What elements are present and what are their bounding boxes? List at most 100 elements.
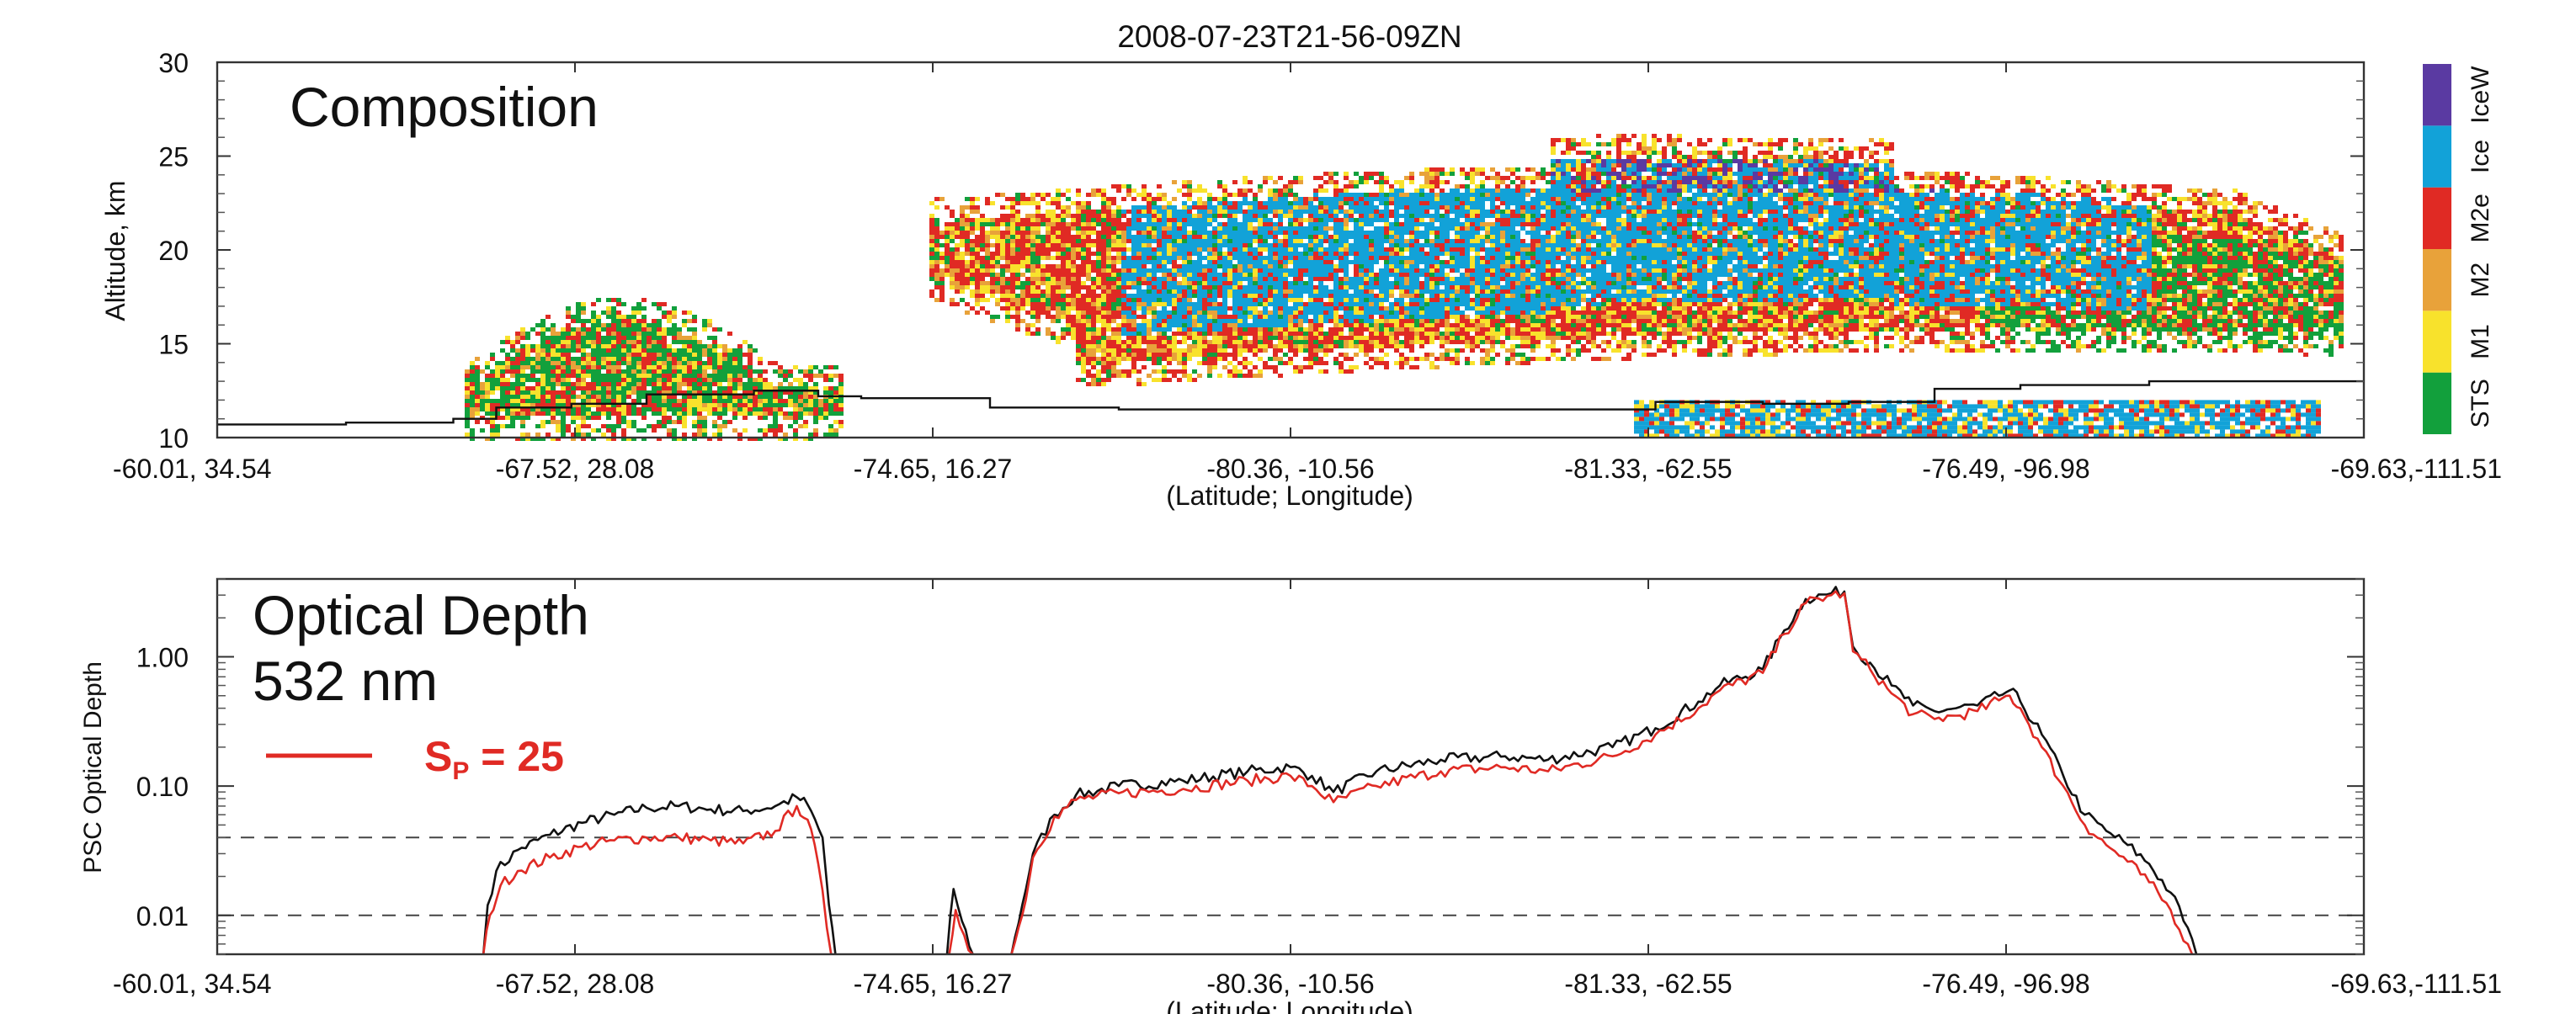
composition-cell [1399,201,1404,205]
composition-cell [581,306,586,311]
composition-cell [1056,281,1061,285]
composition-cell [1283,332,1288,336]
composition-cell [1051,294,1056,298]
composition-cell [1344,294,1349,298]
composition-cell [1157,281,1162,285]
composition-cell [1414,340,1419,344]
composition-cell [1101,201,1106,205]
composition-cell [1278,260,1283,264]
composition-cell [621,399,626,403]
composition-cell [1258,222,1263,226]
composition-cell [561,411,566,416]
composition-cell [742,353,748,357]
composition-cell [1409,256,1414,260]
composition-cell [702,365,707,369]
composition-cell [763,407,768,411]
composition-cell [1354,294,1359,298]
composition-cell [1076,214,1081,218]
composition-cell [1056,340,1061,344]
composition-cell [1167,235,1172,239]
composition-cell [1268,235,1273,239]
composition-cell [798,378,803,382]
composition-cell [1061,231,1066,235]
composition-cell [1364,197,1369,201]
composition-cell [591,319,596,323]
composition-cell [561,332,566,336]
composition-cell [535,403,540,407]
composition-cell [1172,268,1177,273]
composition-cell [732,382,737,386]
composition-cell [1056,188,1061,193]
composition-cell [561,399,566,403]
composition-cell [1253,332,1258,336]
composition-cell [1349,205,1354,210]
composition-cell [1015,302,1020,306]
composition-cell [1227,252,1232,256]
composition-cell [1404,294,1409,298]
composition-cell [1116,294,1121,298]
composition-cell [1086,193,1091,197]
composition-cell [1157,235,1162,239]
composition-cell [1197,214,1202,218]
composition-cell [1359,311,1364,315]
composition-cell [631,340,636,344]
composition-cell [748,378,753,382]
composition-cell [1051,239,1056,243]
composition-cell [1394,210,1399,214]
composition-cell [1258,264,1263,268]
composition-cell [773,395,778,399]
composition-cell [1217,197,1222,201]
composition-cell [1187,188,1192,193]
composition-cell [677,382,682,386]
composition-cell [1182,348,1187,353]
composition-cell [1010,285,1015,289]
composition-cell [1106,243,1111,247]
composition-cell [1187,180,1192,184]
composition-cell [1344,277,1349,281]
composition-cell [1167,348,1172,353]
composition-cell [1101,357,1106,361]
composition-cell [1237,374,1243,378]
composition-cell [551,399,556,403]
composition-cell [636,361,641,365]
composition-cell [672,437,677,441]
composition-cell [1197,340,1202,344]
composition-cell [621,319,626,323]
composition-cell [712,348,717,353]
composition-cell [1339,243,1344,247]
composition-cell [1086,332,1091,336]
composition-cell [1374,311,1379,315]
composition-cell [960,205,965,210]
composition-cell [1288,344,1293,348]
composition-cell [1354,298,1359,302]
composition-cell [965,205,970,210]
composition-cell [1086,302,1091,306]
composition-cell [626,411,631,416]
composition-cell [1202,336,1207,340]
composition-cell [1394,239,1399,243]
composition-cell [505,353,510,357]
composition-cell [1323,214,1328,218]
composition-cell [1076,277,1081,281]
composition-cell [1404,336,1409,340]
composition-cell [1339,298,1344,302]
composition-cell [1232,247,1237,252]
composition-cell [1359,281,1364,285]
composition-cell [985,231,990,235]
composition-cell [1212,285,1217,289]
composition-cell [823,390,828,395]
composition-cell [621,407,626,411]
composition-cell [1076,201,1081,205]
composition-cell [1162,264,1167,268]
composition-cell [1147,340,1152,344]
composition-cell [1399,281,1404,285]
composition-cell [571,407,576,411]
composition-cell [561,407,566,411]
composition-cell [1035,231,1041,235]
composition-cell [1142,365,1147,369]
composition-cell [1207,268,1212,273]
composition-cell [647,332,652,336]
composition-cell [838,382,844,386]
composition-cell [1253,323,1258,327]
composition-cell [1323,336,1328,340]
